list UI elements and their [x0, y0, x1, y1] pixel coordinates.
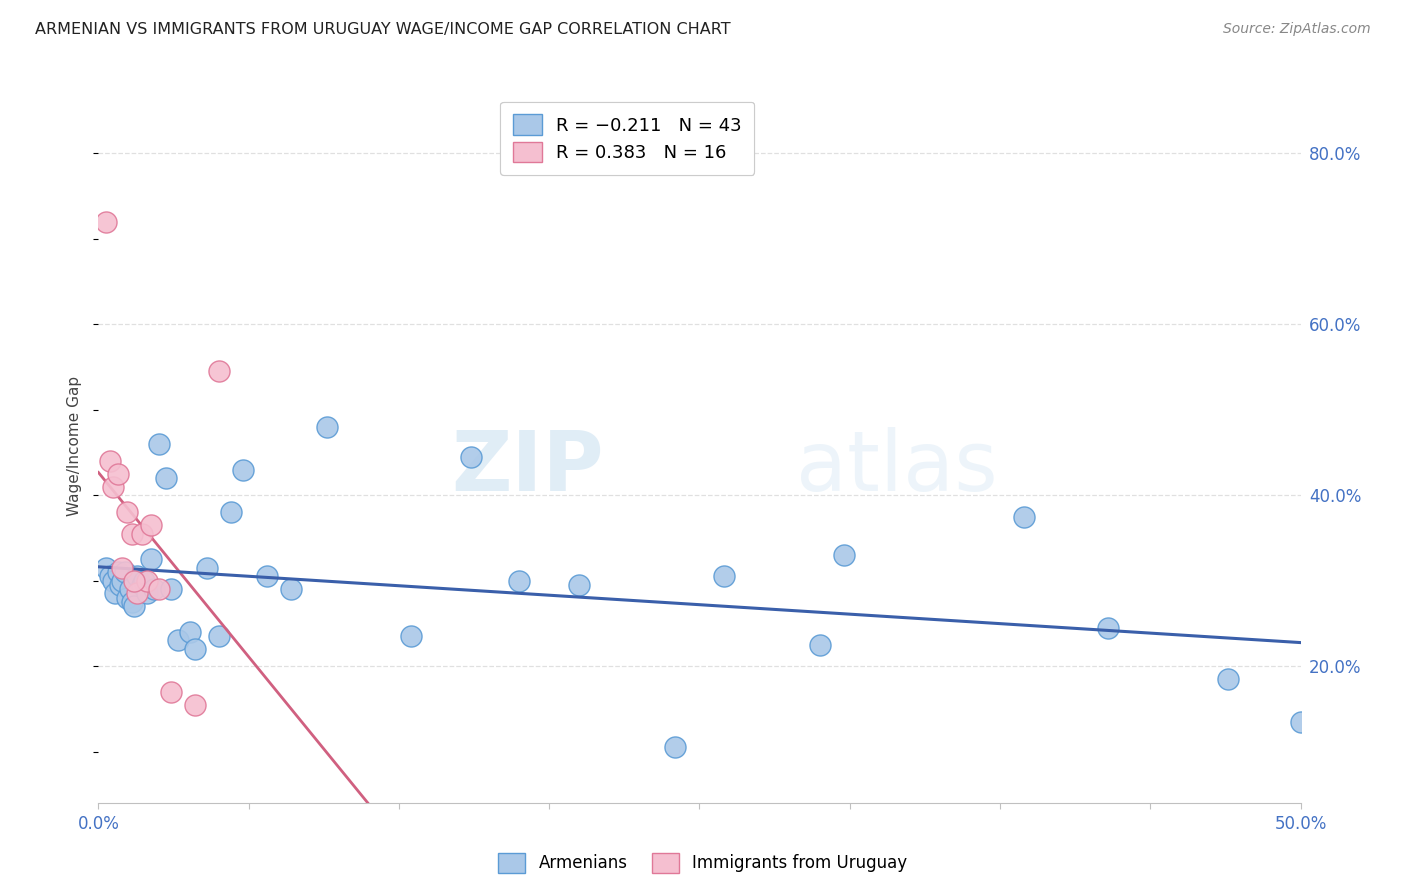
Point: [148, 437, 170, 451]
Point: [101, 480, 124, 494]
Point: [179, 624, 201, 639]
Point: [124, 574, 146, 588]
Point: [101, 574, 124, 588]
Point: [159, 582, 181, 596]
Point: [100, 569, 122, 583]
Point: [713, 569, 735, 583]
Point: [280, 582, 302, 596]
Point: [117, 505, 139, 519]
Legend: R = −0.211   N = 43, R = 0.383   N = 16: R = −0.211 N = 43, R = 0.383 N = 16: [501, 102, 755, 175]
Point: [121, 526, 143, 541]
Point: [219, 505, 242, 519]
Point: [141, 552, 163, 566]
Point: [141, 518, 163, 533]
Point: [108, 578, 131, 592]
Point: [232, 462, 254, 476]
Point: [125, 586, 148, 600]
Point: [399, 629, 422, 643]
Point: [135, 586, 157, 600]
Point: [107, 467, 129, 481]
Point: [104, 586, 127, 600]
Point: [111, 574, 134, 588]
Point: [256, 569, 278, 583]
Point: [208, 629, 231, 643]
Point: [159, 684, 181, 698]
Point: [142, 582, 165, 596]
Point: [155, 471, 177, 485]
Text: atlas: atlas: [796, 427, 997, 508]
Y-axis label: Wage/Income Gap: Wage/Income Gap: [67, 376, 83, 516]
Point: [132, 574, 155, 588]
Point: [1012, 509, 1035, 524]
Point: [124, 599, 146, 614]
Point: [114, 565, 136, 579]
Point: [808, 638, 831, 652]
Point: [183, 642, 205, 657]
Point: [125, 569, 148, 583]
Text: ARMENIAN VS IMMIGRANTS FROM URUGUAY WAGE/INCOME GAP CORRELATION CHART: ARMENIAN VS IMMIGRANTS FROM URUGUAY WAGE…: [35, 22, 731, 37]
Point: [111, 561, 134, 575]
Point: [118, 582, 141, 596]
Point: [832, 548, 855, 562]
Point: [183, 698, 205, 712]
Point: [315, 419, 337, 434]
Point: [568, 578, 591, 592]
Point: [166, 633, 188, 648]
Point: [195, 561, 218, 575]
Point: [131, 578, 153, 592]
Point: [107, 565, 129, 579]
Point: [117, 591, 139, 605]
Point: [100, 454, 122, 468]
Point: [508, 574, 530, 588]
Point: [1218, 672, 1240, 686]
Point: [131, 526, 153, 541]
Text: ZIP: ZIP: [451, 427, 603, 508]
Point: [1289, 714, 1312, 729]
Point: [208, 364, 231, 378]
Point: [664, 740, 686, 755]
Legend: Armenians, Immigrants from Uruguay: Armenians, Immigrants from Uruguay: [492, 847, 914, 880]
Point: [94, 215, 117, 229]
Point: [94, 561, 117, 575]
Point: [148, 582, 170, 596]
Point: [121, 595, 143, 609]
Point: [1097, 621, 1119, 635]
Point: [135, 574, 157, 588]
Point: [460, 450, 482, 464]
Text: Source: ZipAtlas.com: Source: ZipAtlas.com: [1223, 22, 1371, 37]
